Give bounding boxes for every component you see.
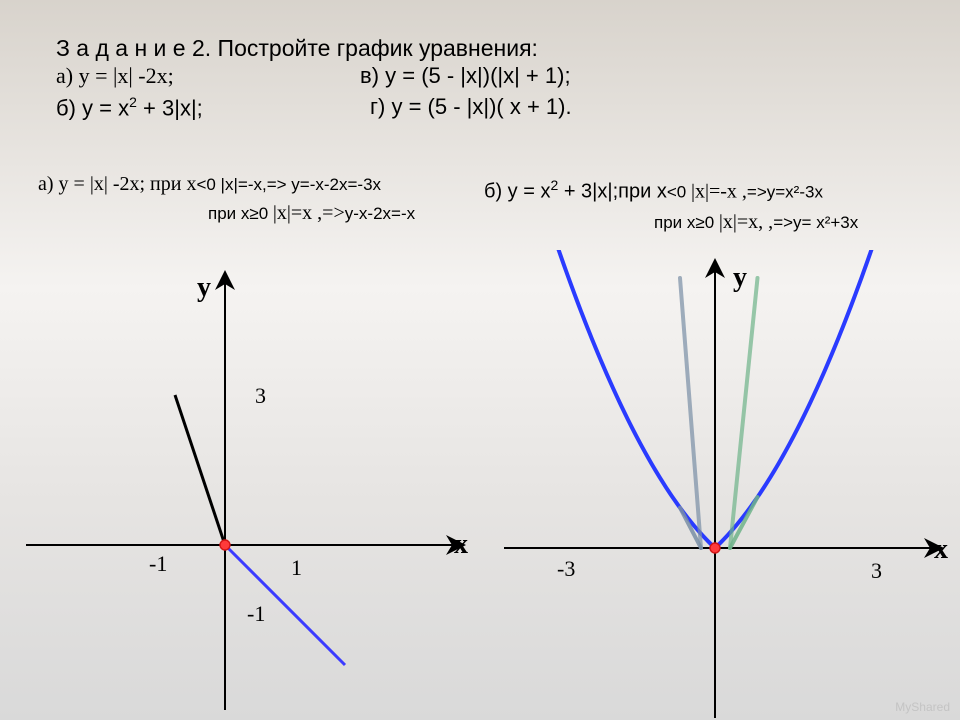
- problem-g: г) у = (5 - |х|)( х + 1).: [370, 94, 572, 120]
- chart-a: y x -1 1 3 -1: [20, 260, 480, 720]
- svg-text:y: y: [197, 272, 211, 303]
- svg-text:-1: -1: [247, 601, 265, 626]
- svg-text:y: y: [733, 262, 747, 293]
- problem-a: а) у = |x| -2x;: [56, 63, 174, 89]
- solution-b-text: б) у = х2 + 3|х|;при x<0 |x|=-x ,=>y=x²-…: [484, 175, 858, 237]
- title-rest: Постройте график уравнения:: [211, 35, 538, 61]
- svg-text:1: 1: [291, 555, 302, 580]
- svg-text:3: 3: [871, 558, 882, 583]
- title-emph: З а д а н и е 2.: [56, 35, 211, 61]
- svg-text:-3: -3: [557, 556, 575, 581]
- problem-v: в) у = (5 - |х|)(|х| + 1);: [360, 63, 571, 89]
- svg-text:3: 3: [255, 383, 266, 408]
- chart-b: y x -3 3: [500, 250, 960, 720]
- slide: { "text": { "title_emph": "З а д а н и е…: [0, 0, 960, 720]
- watermark: MyShared: [895, 700, 950, 714]
- svg-text:x: x: [934, 534, 948, 565]
- svg-text:-1: -1: [149, 551, 167, 576]
- task-title: З а д а н и е 2. Постройте график уравне…: [56, 32, 538, 64]
- svg-text:x: x: [454, 529, 468, 560]
- solution-a-text: а) y = |x| -2x; при x<0 |x|=-x,=> y=-x-2…: [38, 170, 415, 228]
- problem-b: б) у = х2 + 3|х|;: [56, 94, 203, 121]
